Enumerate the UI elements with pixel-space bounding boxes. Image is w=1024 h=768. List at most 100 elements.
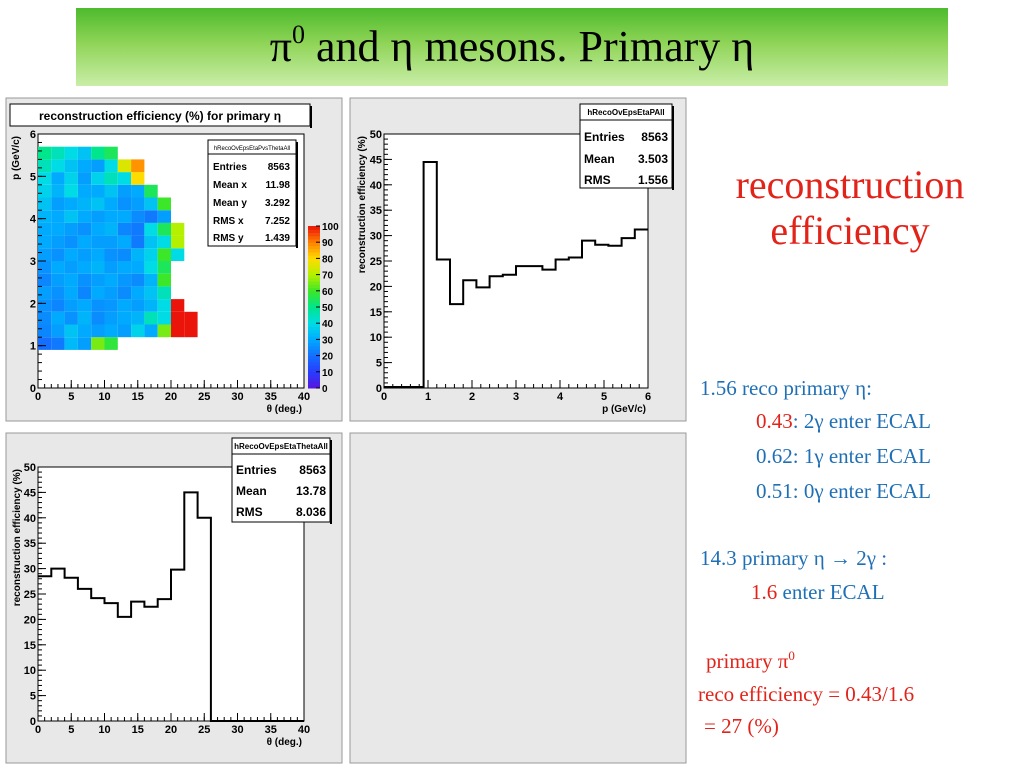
color-scale-segment xyxy=(308,349,320,353)
pchart-y-tick-label: 40 xyxy=(370,180,382,192)
pchart-x-tick-label: 1 xyxy=(425,391,431,403)
heatmap-cell xyxy=(117,324,132,338)
heatmap-stats-name: hRecoOvEpsEtaPvsThetaAll xyxy=(214,146,290,152)
heatmap-cell xyxy=(117,197,132,211)
color-scale-segment xyxy=(308,235,320,240)
heatmap-cell xyxy=(91,261,105,274)
heatmap-cell xyxy=(64,286,78,300)
color-scale-segment xyxy=(308,287,320,292)
color-scale-segment xyxy=(308,277,320,282)
heatmap-cell xyxy=(171,311,185,325)
heatmap-cell xyxy=(144,286,158,300)
heatmap-cell xyxy=(144,184,158,198)
color-scale-tick-label: 0 xyxy=(322,384,328,395)
heatmap-cell xyxy=(38,299,52,312)
thetachart-y-tick-label: 45 xyxy=(24,487,36,499)
thetachart-x-tick-label: 25 xyxy=(198,724,210,736)
pchart-stats-rms-value: 1.556 xyxy=(638,173,668,187)
pchart-ylabel: reconstruction efficiency (%) xyxy=(357,136,368,273)
heatmap-cell xyxy=(104,273,118,287)
heatmap-cell xyxy=(117,248,132,261)
heatmap-y-tick-label: 1 xyxy=(30,341,36,353)
heatmap-cell xyxy=(91,273,105,287)
heatmap-cell xyxy=(38,261,52,274)
heatmap-cell xyxy=(131,311,145,325)
note-primary-decay-pre: 14.3 primary η xyxy=(700,546,825,570)
thetachart-y-tick-label: 0 xyxy=(30,716,36,728)
heatmap-cell xyxy=(51,197,65,211)
heatmap-cell xyxy=(144,299,158,312)
heatmap-stats-rmsx-label: RMS x xyxy=(213,216,244,227)
color-scale-segment xyxy=(308,251,320,256)
heatmap-cell xyxy=(77,299,92,312)
notes-heading-line2: efficiency xyxy=(770,208,930,253)
color-scale-segment xyxy=(308,316,320,321)
pchart-y-tick-label: 50 xyxy=(370,129,382,141)
heatmap-x-tick-label: 40 xyxy=(298,391,310,403)
heatmap-cell xyxy=(38,197,52,211)
heatmap-cell xyxy=(157,273,171,287)
heatmap-cell xyxy=(131,184,145,198)
thetachart-x-tick-label: 35 xyxy=(265,724,277,736)
thetachart-x-tick-label: 5 xyxy=(68,724,74,736)
heatmap-y-tick-label: 0 xyxy=(30,383,36,395)
heatmap-cell xyxy=(38,210,52,223)
color-scale-segment xyxy=(308,362,320,366)
heatmap-cell xyxy=(64,311,78,325)
heatmap-cell xyxy=(91,146,105,160)
thetachart-x-tick-label: 10 xyxy=(98,724,110,736)
title-bar: π0 and η mesons. Primary η xyxy=(76,8,948,86)
heatmap-cell xyxy=(64,273,78,287)
thetachart-stats-rms-value: 8.036 xyxy=(296,505,326,519)
heatmap-cell xyxy=(91,222,105,236)
note-reco-primary: 1.56 reco primary η: xyxy=(700,376,872,400)
heatmap-cell xyxy=(104,197,118,211)
pchart-x-tick-label: 6 xyxy=(645,391,651,403)
title-post: and η mesons. Primary η xyxy=(304,22,755,71)
color-scale-tick-label: 90 xyxy=(322,238,334,249)
color-scale-segment xyxy=(308,313,320,318)
heatmap-cell xyxy=(77,172,92,185)
color-scale-segment xyxy=(308,368,320,373)
heatmap-cell xyxy=(64,184,78,198)
note-result: = 27 (%) xyxy=(704,714,779,738)
heatmap-cell xyxy=(104,159,118,173)
color-scale-segment xyxy=(308,339,320,344)
heatmap-cell xyxy=(104,222,118,236)
pchart-y-tick-label: 10 xyxy=(370,332,382,344)
heatmap-cell xyxy=(64,197,78,211)
color-scale-segment xyxy=(308,345,320,350)
heatmap-cell xyxy=(91,235,105,249)
notes-heading: reconstruction efficiency xyxy=(700,162,1000,254)
heatmap-cell xyxy=(131,273,145,287)
pchart-stats-name: hRecoOvEpsEtaPAll xyxy=(587,108,664,117)
heatmap-cell xyxy=(51,337,65,350)
heatmap-cell xyxy=(104,235,118,249)
heatmap-cell xyxy=(38,286,52,300)
color-scale-segment xyxy=(308,381,320,386)
thetachart-y-tick-label: 30 xyxy=(24,564,36,576)
thetachart-stats-rms-label: RMS xyxy=(236,505,263,519)
heatmap-cell xyxy=(117,235,132,249)
color-scale-segment xyxy=(308,268,320,272)
heatmap-cell xyxy=(144,324,158,338)
color-scale-segment xyxy=(308,358,320,363)
heatmap-cell xyxy=(117,286,132,300)
thetachart-ylabel: reconstruction efficiency (%) xyxy=(12,469,23,606)
heatmap-cell xyxy=(131,210,145,223)
heatmap-cell xyxy=(38,146,52,160)
color-scale-tick-label: 40 xyxy=(322,319,334,330)
heatmap-ylabel: p (GeV/c) xyxy=(11,136,22,180)
heatmap-cell xyxy=(77,311,92,325)
heatmap-cell xyxy=(131,222,145,236)
heatmap-x-tick-label: 25 xyxy=(198,391,210,403)
color-scale-segment xyxy=(308,274,320,279)
color-scale-segment xyxy=(308,307,320,311)
color-scale-segment xyxy=(308,229,320,233)
heatmap-cell xyxy=(131,299,145,312)
heatmap-cell xyxy=(77,248,92,261)
thetachart-stats-entries-value: 8563 xyxy=(299,463,326,477)
heatmap-cell xyxy=(77,273,92,287)
heatmap-cell xyxy=(51,248,65,261)
note-enter-ecal-value: 1.6 xyxy=(751,580,778,604)
